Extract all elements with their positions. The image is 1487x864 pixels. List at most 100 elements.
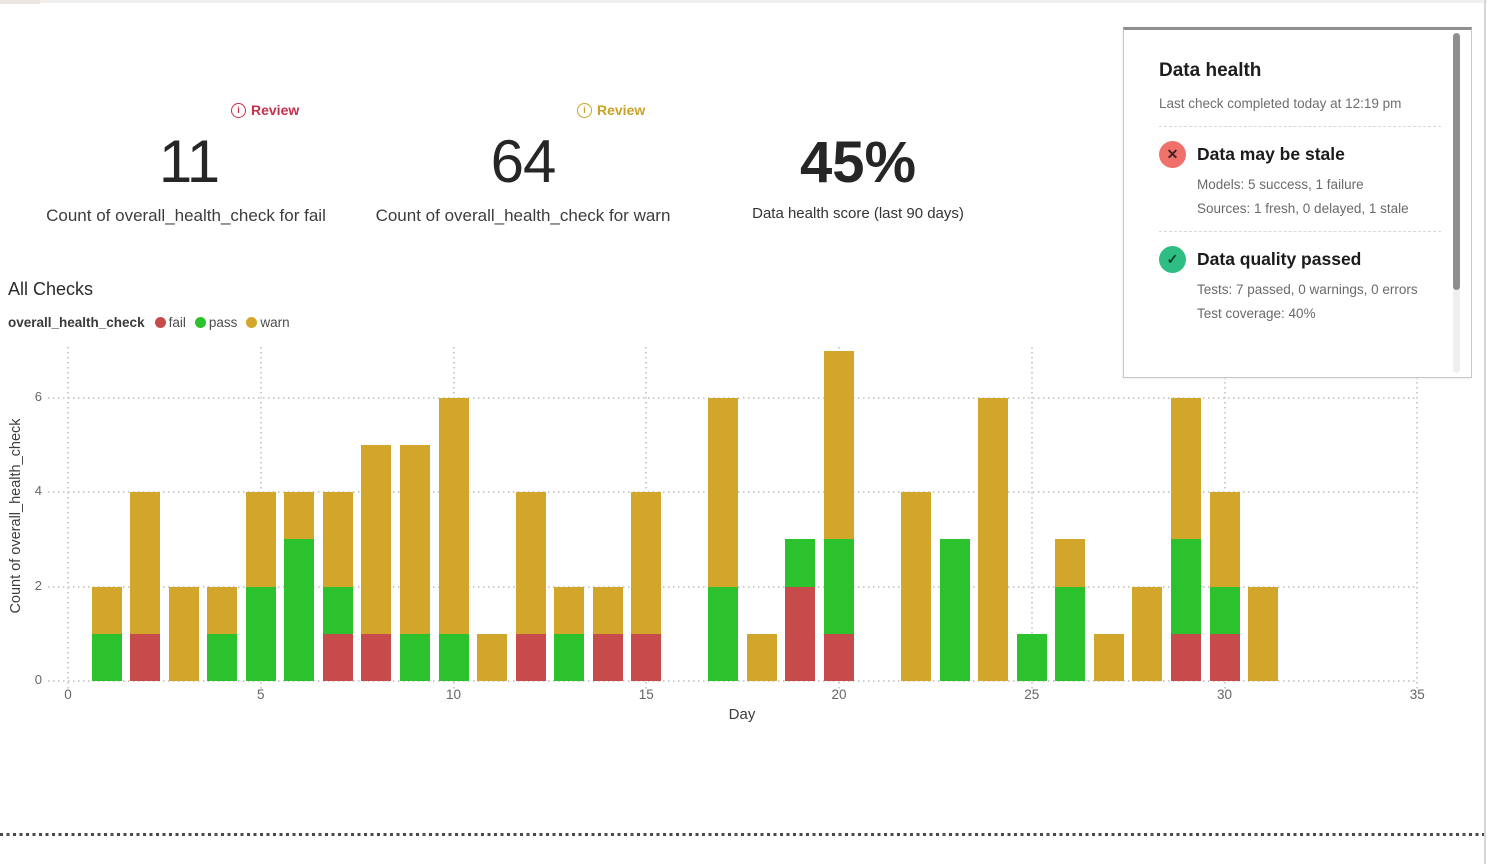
legend-label: warn — [260, 315, 290, 330]
legend-title: overall_health_check — [8, 315, 145, 330]
bar-day7-fail[interactable] — [322, 633, 353, 681]
kpi-health-score-value: 45% — [799, 130, 917, 195]
info-icon: i — [577, 102, 592, 118]
bar-day8-fail[interactable] — [361, 633, 392, 681]
x-tick-label: 20 — [831, 687, 847, 702]
bar-day5-pass[interactable] — [245, 586, 276, 681]
bar-day11-warn[interactable] — [477, 633, 508, 681]
bar-day7-pass[interactable] — [322, 586, 353, 634]
pass-check-icon: ✓ — [1159, 246, 1186, 273]
bar-day14-fail[interactable] — [592, 633, 623, 681]
legend-items: fail pass warn — [154, 315, 290, 330]
bar-day4-pass[interactable] — [207, 633, 238, 681]
bar-day10-pass[interactable] — [438, 633, 469, 681]
panel-title: Data health — [1159, 60, 1262, 81]
sources-status-line: Sources: 1 fresh, 0 delayed, 1 stale — [1197, 201, 1409, 216]
panel-divider — [1159, 231, 1441, 232]
test-coverage-line: Test coverage: 40% — [1197, 306, 1316, 321]
bar-day12-warn[interactable] — [515, 492, 546, 634]
bar-day2-fail[interactable] — [130, 633, 161, 681]
bar-day24-warn[interactable] — [978, 397, 1009, 681]
bar-day17-pass[interactable] — [708, 586, 739, 681]
pass-dot-icon — [194, 317, 206, 328]
x-tick-label: 5 — [256, 687, 265, 702]
data-quality-section: ✓ Data quality passed Tests: 7 passed, 0… — [1159, 246, 1441, 321]
chart-legend: overall_health_check fail pass warn — [8, 315, 290, 330]
bar-day30-warn[interactable] — [1209, 492, 1240, 587]
bar-day20-fail[interactable] — [824, 633, 854, 681]
legend-label: pass — [208, 315, 238, 330]
review-flag-warn[interactable]: i Review — [577, 102, 645, 118]
warn-dot-icon — [246, 317, 258, 328]
legend-item-fail[interactable]: fail — [154, 315, 186, 330]
bar-day15-warn[interactable] — [631, 492, 662, 634]
bar-day10-warn[interactable] — [438, 397, 469, 634]
review-label: Review — [251, 102, 300, 118]
bar-day29-fail[interactable] — [1170, 633, 1201, 681]
x-tick-label: 30 — [1216, 687, 1233, 702]
models-status-line: Models: 5 success, 1 failure — [1197, 177, 1364, 192]
bar-day3-warn[interactable] — [168, 586, 199, 681]
review-label: Review — [597, 102, 646, 118]
bar-day23-pass[interactable] — [939, 539, 970, 681]
bar-day17-warn[interactable] — [708, 397, 739, 587]
bar-day22-warn[interactable] — [901, 492, 932, 681]
x-axis-title: Day — [728, 706, 756, 723]
bar-day6-pass[interactable] — [284, 539, 315, 681]
bar-day28-warn[interactable] — [1132, 586, 1163, 681]
bar-day14-warn[interactable] — [592, 586, 623, 634]
x-tick-label: 15 — [638, 687, 654, 702]
bar-day15-fail[interactable] — [631, 633, 662, 681]
panel-scrollbar-thumb[interactable] — [1453, 33, 1460, 290]
bar-day30-fail[interactable] — [1209, 633, 1240, 681]
bar-day9-pass[interactable] — [399, 633, 430, 681]
page-break-divider — [0, 833, 1484, 836]
bar-day30-pass[interactable] — [1209, 586, 1240, 634]
review-flag-fail[interactable]: i Review — [231, 102, 299, 118]
bar-day4-warn[interactable] — [207, 586, 238, 634]
bar-day20-pass[interactable] — [824, 539, 854, 634]
tests-status-line: Tests: 7 passed, 0 warnings, 0 errors — [1197, 282, 1418, 297]
bar-day26-pass[interactable] — [1055, 586, 1086, 681]
bar-day5-warn[interactable] — [245, 492, 276, 587]
bar-day25-pass[interactable] — [1016, 633, 1047, 681]
bar-day6-warn[interactable] — [284, 492, 315, 540]
legend-item-pass[interactable]: pass — [194, 315, 238, 330]
kpi-warn-value: 64 — [490, 128, 557, 195]
gridline-y-0 — [48, 680, 1418, 682]
kpi-health-score-label: Data health score (last 90 days) — [752, 205, 964, 222]
legend-label: fail — [168, 315, 186, 330]
y-tick-label: 4 — [34, 483, 42, 499]
gridline-x-0 — [67, 347, 69, 689]
bar-day8-warn[interactable] — [361, 445, 392, 634]
bar-day29-warn[interactable] — [1170, 397, 1201, 540]
bar-day29-pass[interactable] — [1170, 539, 1201, 634]
bar-day26-warn[interactable] — [1055, 539, 1086, 587]
legend-item-warn[interactable]: warn — [246, 315, 290, 330]
bar-day9-warn[interactable] — [399, 445, 430, 634]
window-top-strip-accent — [0, 0, 40, 4]
bar-day1-pass[interactable] — [91, 633, 122, 681]
bar-day31-warn[interactable] — [1248, 586, 1279, 681]
bar-day19-fail[interactable] — [785, 586, 816, 681]
bar-day18-warn[interactable] — [746, 633, 777, 681]
bar-day13-pass[interactable] — [554, 633, 585, 681]
bar-day20-warn[interactable] — [824, 350, 854, 540]
section-title: Data quality passed — [1197, 249, 1362, 269]
gridline-x-35 — [1416, 347, 1419, 689]
bar-day1-warn[interactable] — [91, 586, 122, 634]
data-health-panel: Data health Last check completed today a… — [1123, 27, 1472, 378]
x-tick-label: 25 — [1024, 687, 1040, 702]
bar-day27-warn[interactable] — [1093, 633, 1124, 681]
window-top-strip — [0, 0, 1487, 3]
bar-day19-pass[interactable] — [785, 539, 816, 587]
fail-dot-icon — [154, 317, 166, 328]
gridline-x-25 — [1030, 347, 1033, 689]
bar-day13-warn[interactable] — [554, 586, 585, 634]
bar-day12-fail[interactable] — [515, 633, 546, 681]
bar-day2-warn[interactable] — [130, 492, 161, 634]
y-tick-label: 0 — [34, 672, 42, 687]
stale-data-section: ✕ Data may be stale Models: 5 success, 1… — [1159, 141, 1441, 216]
bar-day7-warn[interactable] — [322, 492, 353, 587]
